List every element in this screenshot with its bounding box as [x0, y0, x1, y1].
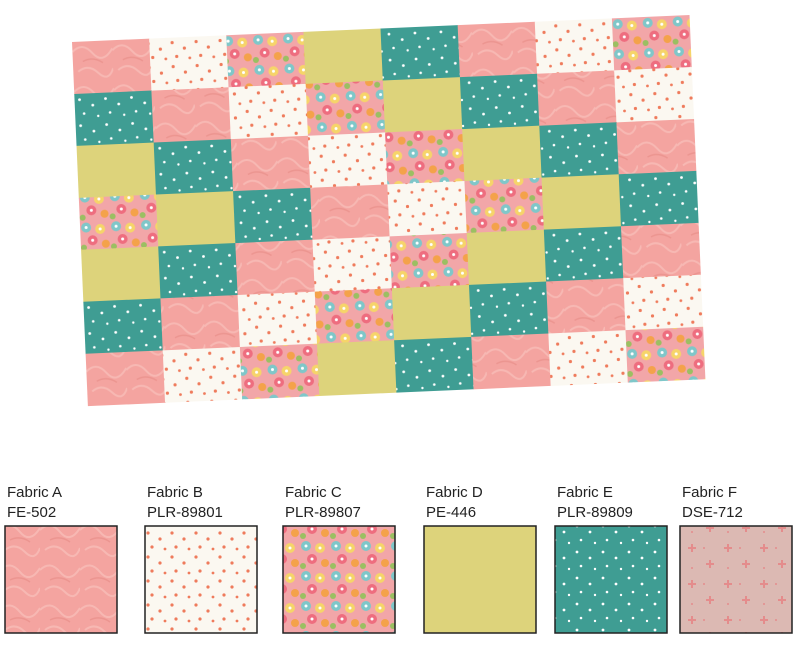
quilt-block	[539, 122, 620, 179]
quilt-block	[158, 243, 239, 299]
quilt-block	[548, 330, 629, 386]
quilt-block	[76, 142, 157, 199]
quilt-block	[228, 83, 309, 140]
quilt-block	[625, 326, 706, 383]
quilt-block	[468, 281, 549, 338]
quilt-block	[151, 87, 232, 144]
quilt-block	[74, 90, 155, 147]
quilt-block	[307, 132, 388, 189]
fabric-code: FE-502	[7, 504, 56, 521]
quilt-block	[162, 346, 243, 403]
quilt-block	[83, 298, 164, 355]
fabric-name: Fabric E	[557, 484, 613, 501]
quilt-block	[457, 21, 538, 78]
quilt-block	[316, 340, 397, 397]
quilt-block	[623, 274, 704, 331]
quilt-block	[305, 80, 386, 137]
quilt-block	[237, 291, 318, 348]
fabric-code: PLR-89809	[557, 504, 633, 521]
quilt-block	[230, 135, 311, 192]
quilt-block	[471, 333, 552, 390]
quilt-block	[616, 118, 697, 175]
quilt-block	[543, 226, 624, 283]
quilt-block	[78, 194, 159, 251]
quilt-block	[235, 239, 316, 296]
fabric-code: PLR-89807	[285, 504, 361, 521]
fabric-name: Fabric F	[682, 484, 737, 501]
quilt-block	[391, 284, 472, 341]
quilt-block	[153, 139, 234, 195]
fabric-legend: Fabric A FE-502 Fabric B PLR-89801 Fabric C P…	[4, 484, 793, 634]
quilt-block	[618, 170, 699, 227]
quilt-block	[160, 294, 241, 351]
fabric-name: Fabric A	[7, 484, 62, 501]
quilt-block	[537, 70, 617, 127]
quilt-block	[380, 25, 461, 81]
quilt-block	[541, 174, 622, 231]
quilt-block	[611, 15, 692, 71]
quilt-block	[534, 18, 615, 75]
quilt-block	[312, 236, 393, 293]
quilt-block	[464, 177, 545, 234]
fabric-swatch	[554, 525, 668, 634]
quilt-block	[382, 77, 463, 133]
quilt-block	[85, 350, 166, 407]
fabric-name: Fabric D	[426, 484, 483, 501]
quilt-block	[233, 187, 313, 244]
quilt-block	[462, 125, 543, 182]
quilt-block	[620, 222, 701, 279]
quilt-block	[226, 31, 307, 88]
quilt-block	[310, 184, 391, 241]
quilt-block	[303, 28, 384, 85]
quilt-block	[614, 66, 695, 123]
fabric-code: PLR-89801	[147, 504, 223, 521]
fabric-swatch	[423, 525, 537, 634]
fabric-name: Fabric C	[285, 484, 342, 501]
quilt-block	[466, 229, 547, 286]
quilt-block	[72, 38, 152, 95]
quilt-block	[459, 73, 540, 130]
quilt-block	[81, 246, 161, 303]
quilt-block	[239, 343, 320, 400]
fabric-swatch	[282, 525, 396, 634]
fabric-swatch	[144, 525, 258, 634]
quilt-block	[314, 288, 395, 345]
fabric-swatch	[679, 525, 793, 634]
quilt-block	[155, 191, 236, 247]
fabric-swatch	[4, 525, 118, 634]
fabric-name: Fabric B	[147, 484, 203, 501]
quilt-block	[387, 180, 468, 237]
quilt	[72, 15, 706, 407]
quilt-block	[546, 278, 627, 334]
fabric-code: PE-446	[426, 504, 476, 521]
quilt-block	[385, 129, 465, 185]
quilt-block	[389, 232, 470, 289]
fabric-code: DSE-712	[682, 504, 743, 521]
quilt-block	[149, 35, 230, 92]
quilt-block	[394, 336, 475, 393]
